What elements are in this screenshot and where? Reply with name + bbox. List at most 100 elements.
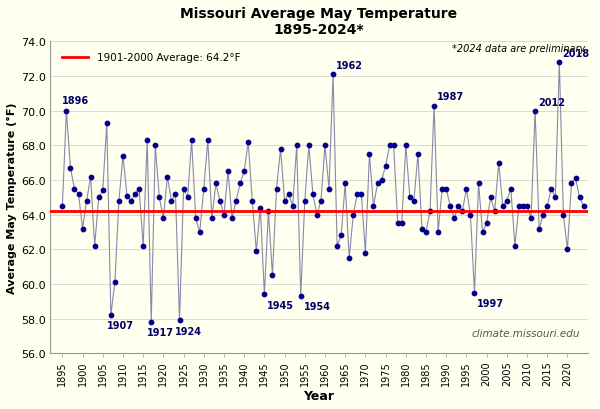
Point	[118, 153, 128, 160]
Point	[292, 143, 302, 149]
Point	[571, 175, 580, 182]
Point	[179, 186, 188, 193]
Point	[106, 312, 116, 319]
Point	[268, 272, 277, 279]
Point	[349, 212, 358, 218]
Point	[353, 191, 362, 198]
Point	[522, 203, 532, 210]
Point	[280, 198, 289, 204]
Point	[490, 209, 499, 215]
Point	[74, 191, 83, 198]
Point	[385, 143, 394, 149]
Point	[413, 151, 423, 158]
Point	[139, 243, 148, 249]
Point	[461, 186, 471, 193]
Text: 1924: 1924	[175, 326, 202, 336]
Point	[368, 203, 378, 210]
Point	[146, 319, 156, 326]
Point	[90, 243, 100, 249]
Y-axis label: Average May Temperature (°F): Average May Temperature (°F)	[7, 102, 17, 293]
Point	[98, 188, 107, 194]
Point	[235, 181, 245, 187]
Text: 1987: 1987	[437, 92, 464, 102]
Point	[134, 186, 144, 193]
Point	[429, 103, 439, 110]
Text: 1896: 1896	[62, 96, 89, 106]
Point	[530, 108, 540, 115]
Point	[502, 198, 512, 204]
Point	[187, 137, 196, 144]
Point	[158, 215, 168, 222]
Point	[272, 186, 281, 193]
Point	[514, 203, 524, 210]
Point	[78, 226, 88, 232]
Point	[142, 137, 152, 144]
Point	[482, 220, 491, 227]
Point	[122, 193, 132, 200]
Point	[316, 198, 326, 204]
Point	[151, 143, 160, 149]
Point	[328, 72, 338, 79]
Point	[324, 186, 334, 193]
Point	[409, 198, 419, 204]
Point	[239, 169, 249, 175]
Point	[203, 137, 212, 144]
Point	[377, 178, 386, 184]
Text: 1945: 1945	[267, 300, 294, 310]
Point	[175, 317, 184, 324]
Point	[486, 195, 496, 201]
Point	[155, 195, 164, 201]
Point	[183, 195, 193, 201]
Point	[191, 215, 200, 222]
Point	[207, 215, 217, 222]
Text: *2024 data are preliminary: *2024 data are preliminary	[452, 44, 585, 54]
Point	[425, 209, 435, 215]
Point	[251, 248, 261, 255]
Point	[454, 203, 463, 210]
Point	[559, 212, 568, 218]
Point	[494, 160, 503, 166]
Point	[58, 203, 67, 210]
Point	[498, 203, 508, 210]
Point	[227, 215, 237, 222]
Point	[163, 174, 172, 180]
Point	[575, 195, 584, 201]
Point	[510, 243, 520, 249]
Point	[458, 209, 467, 215]
Point	[300, 198, 310, 204]
Text: 1917: 1917	[147, 328, 174, 337]
Point	[195, 229, 205, 236]
Point	[405, 195, 415, 201]
Point	[563, 246, 572, 253]
Point	[288, 203, 298, 210]
Point	[449, 215, 459, 222]
Point	[167, 198, 176, 204]
Point	[526, 215, 536, 222]
Point	[356, 191, 366, 198]
Point	[437, 186, 447, 193]
Point	[62, 108, 71, 115]
Point	[114, 198, 124, 204]
Point	[361, 250, 370, 256]
Point	[260, 291, 269, 298]
Point	[433, 229, 443, 236]
Point	[566, 181, 576, 187]
Point	[102, 120, 112, 127]
Point	[86, 174, 95, 180]
Point	[344, 255, 354, 262]
Point	[199, 186, 209, 193]
Point	[393, 220, 403, 227]
X-axis label: Year: Year	[304, 389, 334, 402]
Point	[474, 181, 484, 187]
Point	[389, 143, 398, 149]
Point	[284, 191, 293, 198]
Point	[82, 198, 91, 204]
Point	[70, 186, 79, 193]
Point	[130, 191, 140, 198]
Text: 1962: 1962	[336, 61, 363, 71]
Point	[296, 293, 305, 300]
Point	[94, 195, 104, 201]
Point	[365, 151, 374, 158]
Point	[126, 198, 136, 204]
Legend: 1901-2000 Average: 64.2°F: 1901-2000 Average: 64.2°F	[58, 49, 244, 67]
